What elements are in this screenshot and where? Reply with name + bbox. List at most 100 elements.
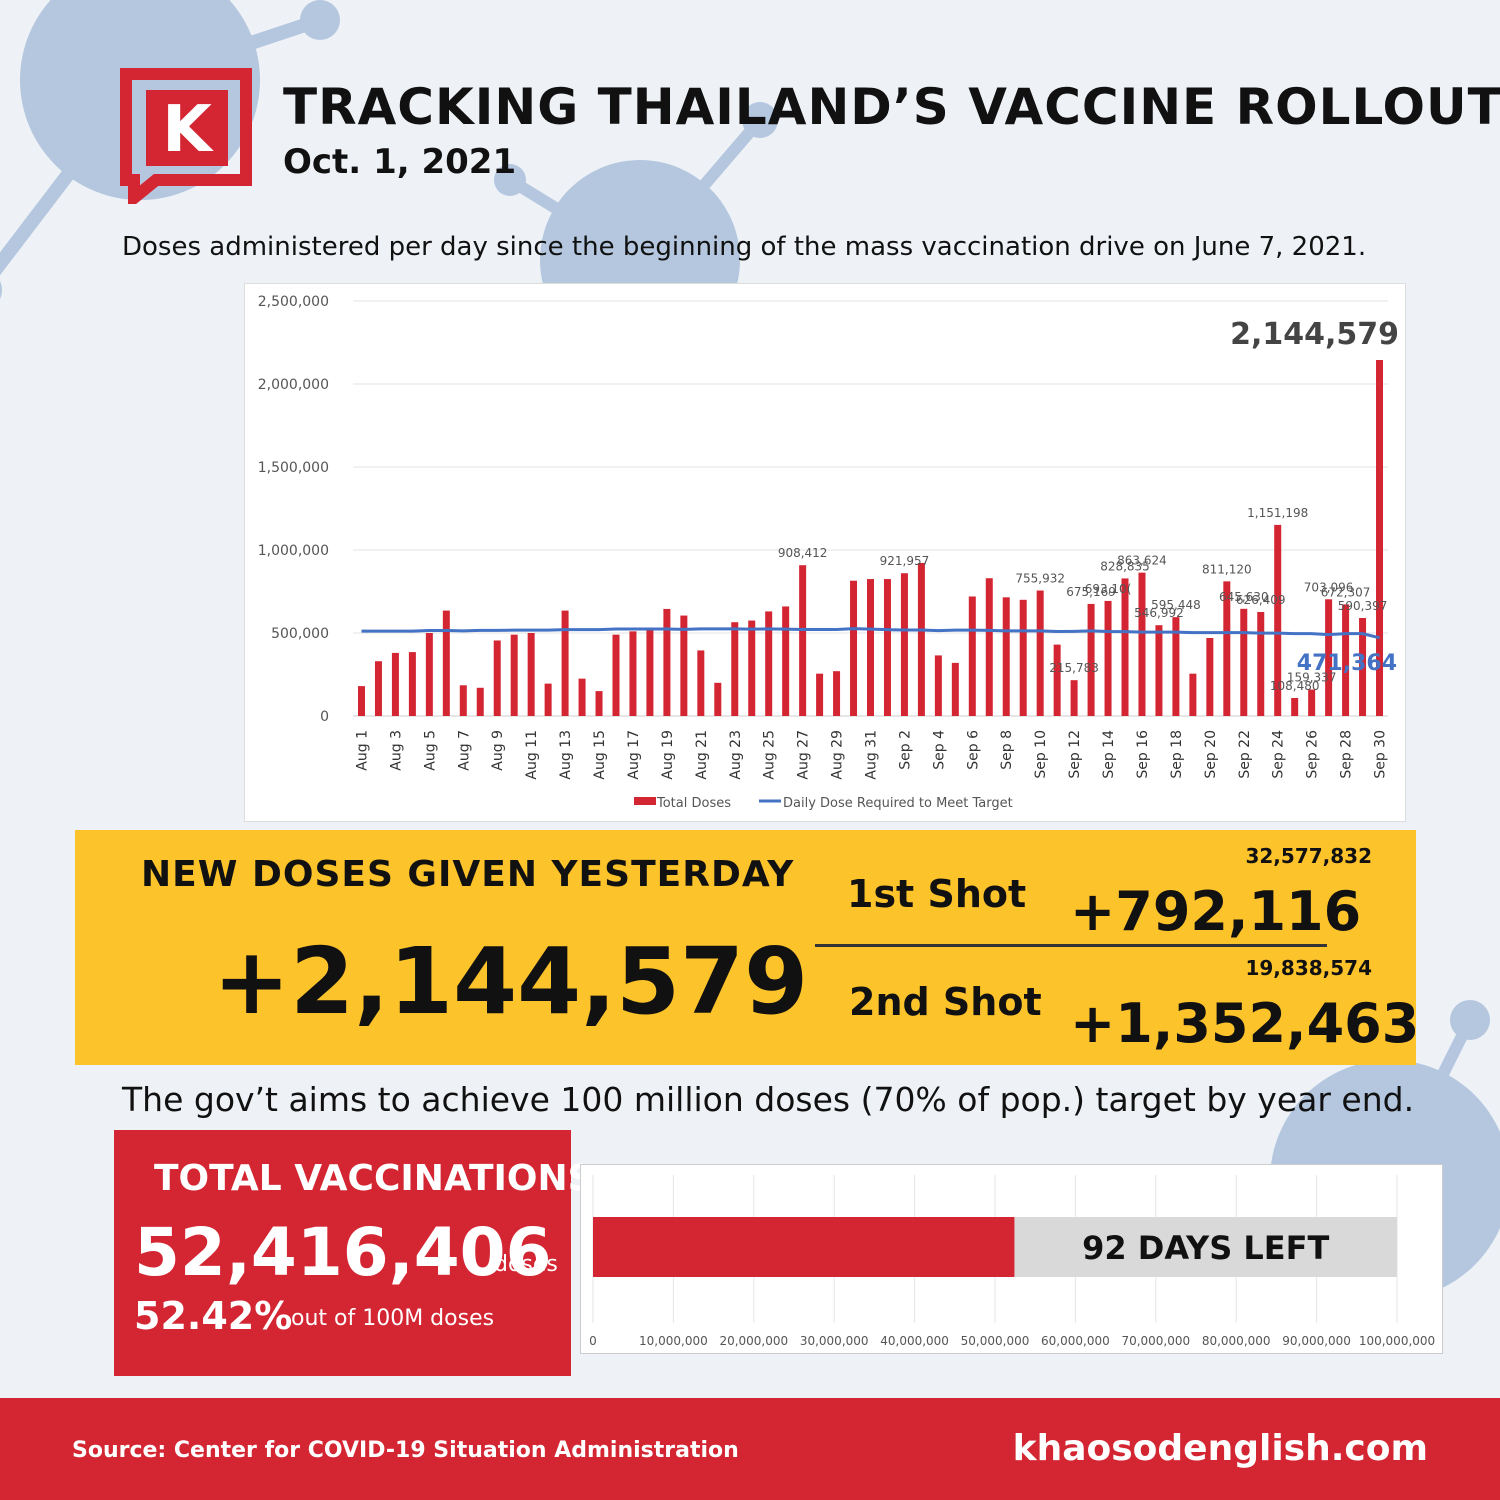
x-tick-label: Aug 17	[626, 730, 642, 780]
x-tick-label: Sep 16	[1135, 730, 1151, 779]
bar-data-label: 908,412	[778, 546, 828, 560]
progress-bar	[593, 1217, 1015, 1277]
x-tick-label: Aug 23	[728, 730, 744, 780]
x-tick-label: Aug 31	[864, 730, 880, 780]
total-vaccinations-panel: TOTAL VACCINATIONS 52,416,406 doses 52.4…	[114, 1130, 594, 1376]
x-tick-label: Aug 27	[796, 730, 812, 780]
x-tick-label: 10,000,000	[639, 1334, 708, 1348]
y-tick-label: 500,000	[271, 626, 329, 642]
dose-bar	[917, 562, 925, 716]
dose-bar	[663, 608, 671, 716]
bar-data-label: 546,992	[1134, 606, 1184, 620]
x-tick-label: Aug 1	[354, 730, 370, 771]
dose-bar	[1359, 617, 1367, 716]
target-progress-svg: 0 10,000,000 20,000,000 30,000,000 40,000,00…	[589, 1175, 1435, 1348]
bar-data-label: 108,480	[1270, 679, 1320, 693]
total-vaccinations-unit: doses	[494, 1252, 558, 1277]
x-tick-label: Aug 25	[762, 730, 778, 780]
x-tick-label: 30,000,000	[800, 1334, 869, 1348]
dose-bar	[1376, 359, 1384, 716]
dose-bar	[1155, 625, 1163, 716]
x-tick-label: Aug 7	[456, 730, 472, 771]
max-bar-label: 2,144,579	[1230, 317, 1399, 352]
dose-bar	[680, 615, 688, 716]
dose-bar	[459, 685, 467, 716]
x-tick-label: Sep 30	[1373, 730, 1389, 779]
x-tick-label: 50,000,000	[961, 1334, 1030, 1348]
chart-description: Doses administered per day since the beg…	[122, 232, 1367, 262]
shot-divider	[815, 944, 1327, 947]
x-tick-label: Aug 19	[660, 730, 676, 780]
dose-bar	[731, 622, 739, 716]
dose-bar	[408, 652, 416, 716]
dose-bar	[1172, 617, 1180, 716]
legend-label-total-doses: Total Doses	[656, 796, 731, 811]
dose-bar	[900, 573, 908, 716]
virus-decoration-top-center	[494, 102, 778, 320]
x-tick-label: Aug 13	[558, 730, 574, 780]
bar-data-label: 811,120	[1202, 562, 1252, 576]
x-tick-label: Aug 9	[490, 730, 506, 771]
dose-bar	[1053, 644, 1061, 716]
x-tick-label: 70,000,000	[1121, 1334, 1190, 1348]
legend-swatch-total-doses	[634, 797, 656, 805]
x-tick-label: Sep 24	[1271, 730, 1287, 779]
dose-bar	[782, 606, 790, 716]
x-tick-label: 90,000,000	[1282, 1334, 1351, 1348]
dose-bar	[1342, 604, 1350, 716]
y-tick-label: 1,000,000	[258, 543, 329, 559]
page-title: TRACKING THAILAND’S VACCINE ROLLOUT	[283, 78, 1500, 136]
dose-bar	[561, 610, 569, 716]
remaining-bar	[1014, 1217, 1397, 1277]
days-left-label: 92 DAYS LEFT	[1082, 1229, 1329, 1267]
bar-data-label: 703,096	[1304, 580, 1354, 594]
x-tick-label: 40,000,000	[880, 1334, 949, 1348]
daily-doses-chart: 0 500,000 1,000,000 1,500,000 2,000,000 2,500…	[244, 283, 1406, 822]
new-doses-label: NEW DOSES GIVEN YESTERDAY	[141, 854, 795, 895]
footer: Source: Center for COVID-19 Situation Ad…	[0, 1398, 1500, 1500]
dose-bar	[697, 650, 705, 716]
dose-bar	[850, 580, 858, 716]
x-tick-label: 80,000,000	[1202, 1334, 1271, 1348]
second-shot-cumulative: 19,838,574	[1245, 956, 1372, 980]
dose-bar	[646, 628, 654, 716]
dose-bar	[867, 579, 874, 716]
bar-data-label: 828,835	[1100, 559, 1150, 573]
x-tick-label: Sep 20	[1203, 730, 1219, 779]
dose-bar	[544, 683, 552, 716]
dose-bar	[1138, 572, 1146, 716]
second-shot-label: 2nd Shot	[849, 980, 1042, 1024]
bar-data-label: 675,169	[1066, 585, 1116, 599]
new-doses-panel: NEW DOSES GIVEN YESTERDAY +2,144,579 1st…	[75, 830, 1420, 1065]
dose-bar	[934, 655, 942, 716]
dose-bar	[1325, 599, 1333, 716]
bar-data-label: 693,10(	[1085, 582, 1132, 596]
target-statement: The gov’t aims to achieve 100 million do…	[122, 1080, 1415, 1119]
x-tick-label: Sep 14	[1101, 730, 1117, 779]
bar-data-label: 1,151,198	[1247, 506, 1308, 520]
dose-bar	[748, 620, 756, 716]
total-vaccinations-label: TOTAL VACCINATIONS	[154, 1158, 594, 1199]
x-tick-label: Sep 18	[1169, 730, 1185, 779]
dose-bar	[476, 687, 484, 716]
dose-bar	[629, 631, 637, 716]
dose-bar	[493, 640, 501, 716]
dose-bar	[442, 610, 450, 716]
target-progress-chart: 0 10,000,000 20,000,000 30,000,000 40,000,00…	[580, 1164, 1443, 1354]
last-target-label: 471,364	[1297, 651, 1397, 676]
dose-bar	[883, 579, 891, 716]
dose-bar	[951, 662, 959, 716]
bar-data-label: 755,932	[1015, 572, 1065, 586]
total-vaccinations-percent-suffix: out of 100M doses	[291, 1306, 495, 1331]
second-shot-added: +1,352,463	[1070, 992, 1420, 1055]
x-tick-label: Sep 8	[999, 730, 1015, 770]
dose-bar	[510, 634, 518, 716]
dose-bar	[1121, 578, 1129, 716]
total-vaccinations-value: 52,416,406	[134, 1214, 552, 1291]
first-shot-label: 1st Shot	[847, 872, 1027, 916]
site-link[interactable]: khaosodenglish.com	[1012, 1428, 1428, 1469]
y-tick-label: 1,500,000	[258, 460, 329, 476]
dose-bar	[1206, 637, 1214, 716]
x-tick-label: Sep 26	[1305, 730, 1321, 779]
daily-doses-svg: 0 500,000 1,000,000 1,500,000 2,000,000 2,500…	[258, 294, 1399, 811]
